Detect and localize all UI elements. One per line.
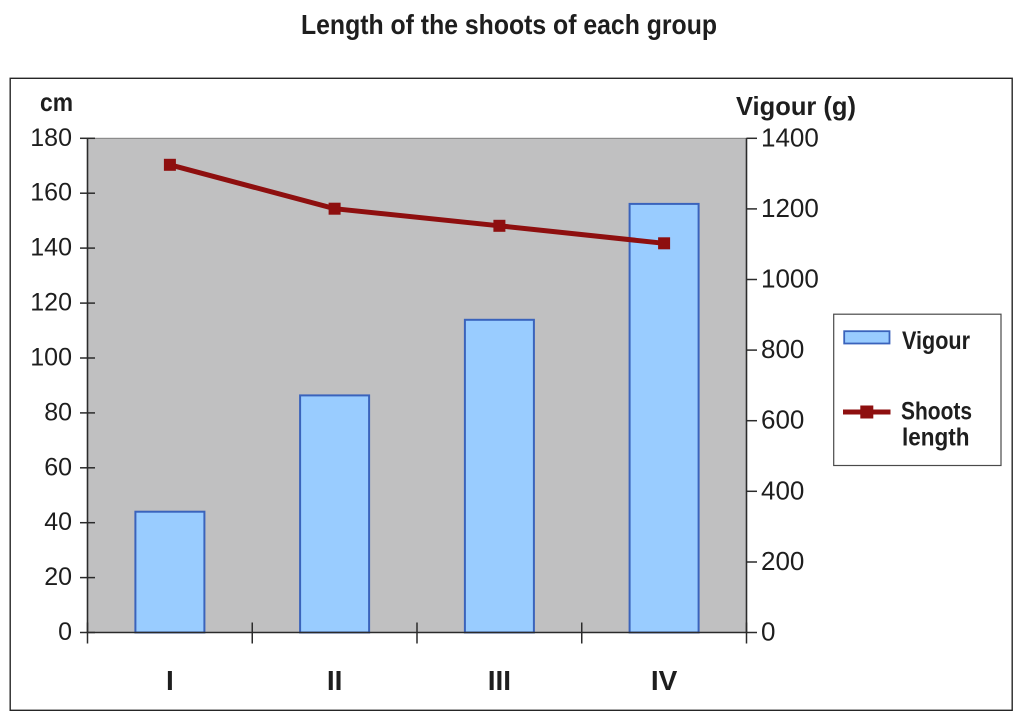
svg-text:400: 400 (761, 475, 804, 505)
svg-text:20: 20 (44, 563, 72, 591)
svg-text:800: 800 (761, 334, 804, 364)
svg-text:1000: 1000 (761, 264, 819, 294)
svg-text:140: 140 (30, 234, 72, 262)
svg-text:600: 600 (761, 405, 804, 435)
svg-text:60: 60 (44, 453, 72, 481)
svg-text:180: 180 (30, 124, 72, 152)
svg-text:Vigour (g): Vigour (g) (736, 91, 856, 121)
svg-text:III: III (488, 665, 511, 696)
svg-text:length: length (902, 423, 970, 451)
svg-text:Length of the shoots of each g: Length of the shoots of each group (301, 9, 717, 40)
svg-text:Vigour: Vigour (902, 327, 970, 355)
svg-text:200: 200 (761, 546, 804, 576)
svg-text:0: 0 (761, 617, 775, 647)
svg-text:1400: 1400 (761, 122, 819, 152)
svg-text:160: 160 (30, 179, 72, 207)
svg-text:120: 120 (30, 289, 72, 317)
svg-text:40: 40 (44, 508, 72, 536)
svg-text:IV: IV (651, 665, 678, 696)
svg-text:0: 0 (58, 618, 72, 646)
svg-text:II: II (327, 665, 343, 696)
svg-text:I: I (166, 665, 174, 696)
svg-text:80: 80 (44, 398, 72, 426)
svg-text:Shoots: Shoots (901, 398, 972, 426)
svg-text:cm: cm (40, 87, 73, 117)
svg-text:100: 100 (30, 344, 72, 372)
svg-text:1200: 1200 (761, 193, 819, 223)
